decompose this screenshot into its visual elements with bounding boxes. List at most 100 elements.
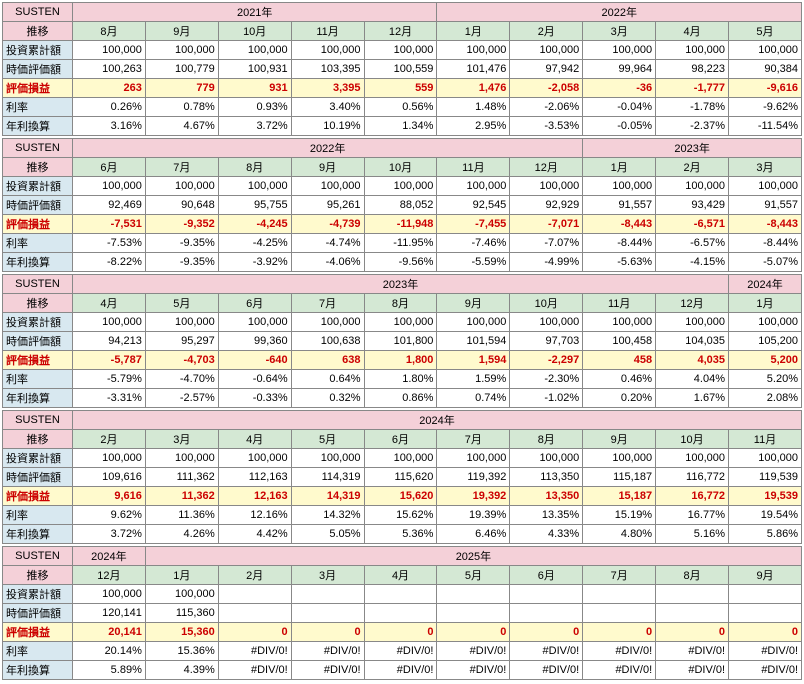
data-cell: 100,000 — [218, 177, 291, 196]
data-cell: 0 — [364, 623, 437, 642]
data-table: SUSTEN2024年2025年推移12月1月2月3月4月5月6月7月8月9月投… — [2, 546, 802, 680]
month-header: 6月 — [364, 430, 437, 449]
data-cell: 111,362 — [145, 468, 218, 487]
data-cell: #DIV/0! — [218, 642, 291, 661]
data-cell: 100,000 — [583, 41, 656, 60]
month-header: 11月 — [291, 22, 364, 41]
month-header: 6月 — [510, 566, 583, 585]
data-cell: 100,000 — [72, 585, 145, 604]
data-cell: -2.30% — [510, 370, 583, 389]
month-header: 5月 — [145, 294, 218, 313]
data-cell: -8,443 — [583, 215, 656, 234]
data-cell: 113,350 — [510, 468, 583, 487]
data-cell: 4.67% — [145, 117, 218, 136]
data-cell: 0 — [729, 623, 802, 642]
month-header: 10月 — [364, 158, 437, 177]
data-cell: 119,539 — [728, 468, 801, 487]
data-cell: #DIV/0! — [291, 642, 364, 661]
month-header: 7月 — [437, 430, 510, 449]
data-cell: 97,703 — [510, 332, 583, 351]
data-cell: -2.06% — [510, 98, 583, 117]
data-cell: -2,058 — [510, 79, 583, 98]
month-header: 9月 — [437, 294, 510, 313]
data-cell: -3.92% — [218, 253, 291, 272]
data-cell: #DIV/0! — [291, 661, 364, 680]
data-cell: -8.44% — [583, 234, 656, 253]
data-cell — [656, 585, 729, 604]
data-cell: 116,772 — [656, 468, 729, 487]
row-label: 時価評価額 — [3, 468, 73, 487]
data-cell: -7.07% — [510, 234, 583, 253]
data-cell: -1.02% — [510, 389, 583, 408]
data-cell: #DIV/0! — [656, 642, 729, 661]
data-cell: 100,000 — [437, 449, 510, 468]
row-label: 利率 — [3, 642, 73, 661]
data-cell: 779 — [145, 79, 218, 98]
data-table: SUSTEN2023年2024年推移4月5月6月7月8月9月10月11月12月1… — [2, 274, 802, 408]
row-label: 投資累計額 — [3, 41, 73, 60]
data-cell: -11,948 — [364, 215, 437, 234]
data-cell: 19,392 — [437, 487, 510, 506]
month-header: 2月 — [72, 430, 145, 449]
data-cell: 100,458 — [583, 332, 656, 351]
data-cell: -8.44% — [728, 234, 801, 253]
data-cell: -2.37% — [656, 117, 729, 136]
data-cell: 13.35% — [510, 506, 583, 525]
month-header: 4月 — [72, 294, 145, 313]
month-header: 10月 — [510, 294, 583, 313]
row-label: 年利換算 — [3, 253, 73, 272]
row-label: 投資累計額 — [3, 313, 73, 332]
data-cell: -5,787 — [72, 351, 145, 370]
data-cell: -1,777 — [656, 79, 729, 98]
data-cell: -5.07% — [728, 253, 801, 272]
data-cell: 100,000 — [728, 177, 801, 196]
data-cell: 100,000 — [72, 41, 145, 60]
data-cell: 15.36% — [145, 642, 218, 661]
data-cell: -6,571 — [656, 215, 729, 234]
data-cell: -7,531 — [72, 215, 145, 234]
subtitle-cell: 推移 — [3, 22, 73, 41]
data-cell: 3.72% — [218, 117, 291, 136]
data-cell: 0.20% — [583, 389, 656, 408]
data-cell: 90,648 — [145, 196, 218, 215]
month-header: 9月 — [583, 430, 656, 449]
data-cell: 5.89% — [72, 661, 145, 680]
data-cell: 100,000 — [72, 313, 145, 332]
data-cell — [510, 585, 583, 604]
data-table: SUSTEN2022年2023年推移6月7月8月9月10月11月12月1月2月3… — [2, 138, 802, 272]
month-header: 11月 — [437, 158, 510, 177]
title-cell: SUSTEN — [3, 411, 73, 430]
month-header: 9月 — [145, 22, 218, 41]
data-cell: 10.19% — [291, 117, 364, 136]
month-header: 5月 — [291, 430, 364, 449]
data-cell: 95,755 — [218, 196, 291, 215]
data-cell: 100,000 — [510, 41, 583, 60]
year-header: 2022年 — [72, 139, 582, 158]
data-cell: 11.36% — [145, 506, 218, 525]
month-header: 9月 — [291, 158, 364, 177]
data-cell: 12.16% — [218, 506, 291, 525]
data-cell: #DIV/0! — [218, 661, 291, 680]
data-cell: 931 — [218, 79, 291, 98]
data-cell: -7.53% — [72, 234, 145, 253]
data-cell: 88,052 — [364, 196, 437, 215]
data-cell: 100,559 — [364, 60, 437, 79]
data-cell: 100,000 — [291, 313, 364, 332]
data-cell: #DIV/0! — [729, 642, 802, 661]
data-cell: 100,000 — [728, 449, 801, 468]
month-header: 1月 — [145, 566, 218, 585]
data-cell: 15.62% — [364, 506, 437, 525]
row-label: 評価損益 — [3, 351, 73, 370]
month-header: 2月 — [510, 22, 583, 41]
data-cell: #DIV/0! — [437, 642, 510, 661]
row-label: 利率 — [3, 370, 73, 389]
data-cell: 115,620 — [364, 468, 437, 487]
data-cell: 100,000 — [437, 41, 510, 60]
data-cell: 1,594 — [437, 351, 510, 370]
month-header: 7月 — [583, 566, 656, 585]
data-cell: 11,362 — [145, 487, 218, 506]
data-cell: 98,223 — [656, 60, 729, 79]
data-cell: -9.56% — [364, 253, 437, 272]
data-cell: 119,392 — [437, 468, 510, 487]
data-cell: -4.15% — [656, 253, 729, 272]
